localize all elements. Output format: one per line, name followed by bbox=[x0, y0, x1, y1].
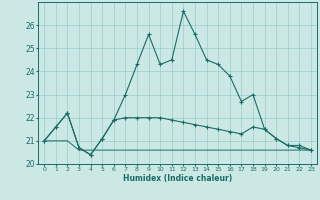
X-axis label: Humidex (Indice chaleur): Humidex (Indice chaleur) bbox=[123, 174, 232, 183]
